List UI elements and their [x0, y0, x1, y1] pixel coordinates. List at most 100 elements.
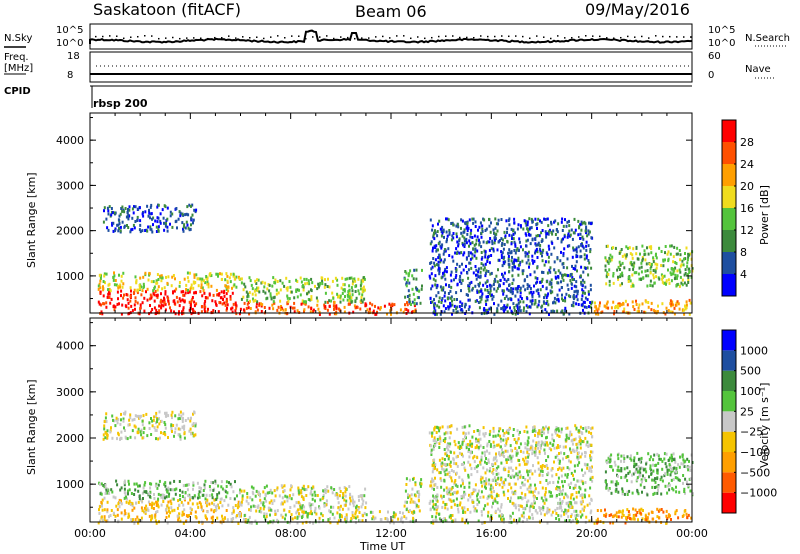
power-cell: [430, 240, 433, 244]
power-cell: [438, 219, 441, 223]
power-cell: [651, 284, 654, 288]
velocity-cell: [160, 431, 162, 435]
velocity-cell: [443, 462, 446, 466]
power-cell: [436, 230, 439, 233]
velocity-cell: [168, 514, 170, 518]
velocity-cell: [531, 504, 534, 508]
velocity-cell: [470, 473, 473, 477]
velocity-cell: [440, 462, 442, 466]
velocity-cell: [580, 515, 582, 519]
velocity-cell: [580, 479, 583, 483]
velocity-cell: [338, 494, 341, 498]
power-cell: [676, 276, 678, 280]
power-cell: [677, 282, 680, 286]
power-cell: [279, 299, 282, 303]
power-cell: [436, 263, 438, 267]
velocity-cell: [530, 502, 533, 506]
velocity-cell: [220, 485, 223, 489]
power-cell: [492, 228, 495, 232]
power-cell: [505, 219, 508, 223]
velocity-cell: [168, 509, 170, 513]
velocity-cell: [435, 431, 438, 434]
power-cell: [186, 223, 189, 227]
power-cell: [562, 298, 564, 302]
power-cell: [105, 217, 108, 221]
power-cell: [560, 220, 563, 224]
velocity-cell: [189, 498, 192, 502]
velocity-cell: [590, 469, 593, 473]
velocity-cell: [547, 455, 550, 459]
velocity-cell: [562, 488, 564, 492]
velocity-cell: [179, 497, 182, 501]
velocity-cell: [163, 431, 166, 434]
velocity-cell: [476, 498, 479, 502]
velocity-cell: [186, 515, 189, 518]
power-cell: [159, 219, 162, 223]
velocity-cell: [199, 502, 202, 506]
power-cell: [625, 253, 628, 257]
velocity-cell: [449, 464, 452, 468]
velocity-cell: [518, 459, 521, 462]
power-cell: [296, 280, 299, 283]
velocity-cell: [265, 499, 268, 503]
power-cell: [310, 295, 313, 299]
velocity-cell: [446, 431, 449, 435]
power-cell: [502, 274, 505, 278]
velocity-cell: [263, 486, 266, 490]
power-cell: [167, 296, 170, 300]
velocity-cell: [603, 513, 606, 517]
velocity-cell: [471, 442, 474, 446]
power-cell: [163, 298, 166, 302]
power-cell: [244, 285, 247, 289]
velocity-cell: [519, 475, 522, 479]
velocity-cell: [534, 453, 537, 457]
power-cell: [293, 296, 296, 300]
power-cell: [675, 303, 678, 307]
velocity-cell: [106, 491, 109, 495]
power-cell: [186, 271, 189, 275]
power-cell: [436, 234, 439, 238]
velocity-cell: [122, 419, 125, 423]
nsearch-dot: [410, 37, 412, 40]
velocity-cell: [128, 418, 131, 422]
velocity-cell: [154, 428, 157, 432]
velocity-cell: [429, 499, 432, 503]
power-cell: [436, 283, 439, 287]
velocity-cell: [354, 510, 357, 514]
power-cell: [489, 272, 492, 276]
power-cell: [404, 303, 406, 307]
velocity-cell: [212, 488, 215, 492]
velocity-cell: [660, 508, 663, 511]
power-cell: [299, 276, 302, 280]
velocity-cell: [444, 519, 447, 523]
velocity-cell: [106, 519, 109, 523]
power-cell: [670, 302, 673, 306]
power-cell: [247, 294, 250, 298]
power-cell: [471, 286, 474, 290]
velocity-cell: [483, 480, 486, 484]
power-cell: [483, 249, 486, 253]
power-cell: [581, 288, 584, 292]
power-cell: [319, 281, 322, 285]
power-cell: [437, 300, 440, 304]
velocity-cell: [407, 496, 410, 499]
power-cell: [519, 245, 522, 249]
power-cell: [146, 287, 149, 291]
velocity-cell: [477, 445, 480, 449]
velocity-cell: [188, 514, 190, 517]
power-cell: [336, 292, 339, 296]
velocity-cell: [272, 519, 275, 523]
power-cell: [540, 279, 543, 283]
velocity-cell: [581, 452, 583, 456]
velocity-cell: [223, 499, 226, 503]
velocity-cell: [106, 510, 109, 514]
power-cell: [409, 269, 412, 273]
velocity-cell: [558, 434, 561, 438]
velocity-cell: [215, 508, 218, 511]
velocity-cell: [156, 510, 159, 513]
velocity-cell: [523, 506, 526, 510]
velocity-cell: [556, 444, 559, 447]
velocity-cell: [682, 474, 685, 477]
power-cell: [212, 309, 215, 313]
power-cell: [185, 283, 188, 287]
